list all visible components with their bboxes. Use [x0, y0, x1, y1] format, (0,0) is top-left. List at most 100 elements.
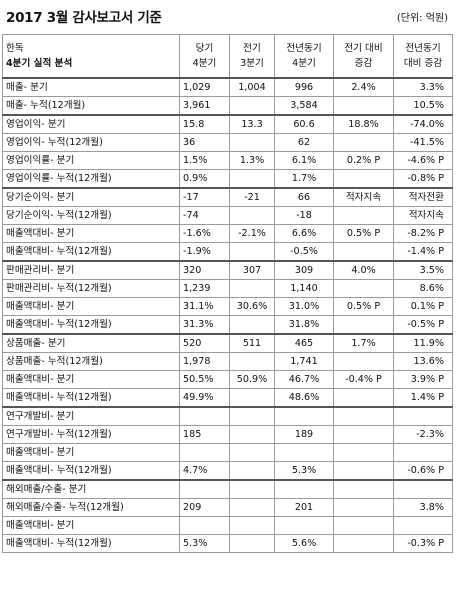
table-cell — [333, 498, 394, 517]
row-label: 판매관리비- 분기 — [2, 260, 180, 280]
table-cell: 6.6% — [274, 224, 334, 243]
table-cell: -0.5% — [274, 242, 334, 262]
table-cell — [229, 352, 275, 371]
table-cell: 36 — [179, 133, 230, 152]
table-row: 매출- 누적(12개월) 3,961 3,584 10.5% — [2, 96, 453, 116]
table-cell: -0.6% P — [393, 461, 453, 481]
table-row: 상품매출- 분기 520 511 465 1.7% 11.9% — [2, 333, 453, 353]
table-row: 매출액대비- 분기 31.1% 30.6% 31.0% 0.5% P 0.1% P — [2, 297, 453, 316]
table-cell: 31.8% — [274, 315, 334, 335]
table-cell — [333, 315, 394, 335]
table-cell: -2.1% — [229, 224, 275, 243]
table-cell: 66 — [274, 187, 334, 207]
header-col-yoy-change: 전년동기 대비 증감 — [393, 34, 453, 79]
table-cell: 996 — [274, 77, 334, 97]
table-cell: 적자전환 — [393, 187, 453, 207]
table-cell: 11.9% — [393, 333, 453, 353]
table-cell — [333, 534, 394, 553]
table-cell: -0.5% P — [393, 315, 453, 335]
table-cell: 5.6% — [274, 534, 334, 553]
table-row: 매출액대비- 누적(12개월) 49.9% 48.6% 1.4% P — [2, 388, 453, 408]
table-cell — [179, 479, 230, 499]
table-cell: 31.0% — [274, 297, 334, 316]
table-cell — [229, 133, 275, 152]
row-label: 매출액대비- 분기 — [2, 443, 180, 462]
row-label: 매출- 분기 — [2, 77, 180, 97]
table-cell — [333, 461, 394, 481]
table-cell — [393, 443, 453, 462]
table-cell — [333, 516, 394, 535]
table-cell: 1.7% — [274, 169, 334, 189]
table-cell — [179, 516, 230, 535]
row-label: 해외매출/수출- 누적(12개월) — [2, 498, 180, 517]
table-row: 해외매출/수출- 누적(12개월) 209 201 3.8% — [2, 498, 453, 517]
table-cell — [229, 169, 275, 189]
table-cell — [229, 425, 275, 444]
row-label: 매출액대비- 누적(12개월) — [2, 461, 180, 481]
row-label: 매출액대비- 누적(12개월) — [2, 315, 180, 335]
row-label: 매출액대비- 누적(12개월) — [2, 388, 180, 408]
table-row: 당기순이익- 분기 -17 -21 66 적자지속 적자전환 — [2, 187, 453, 207]
table-cell — [274, 406, 334, 426]
table-cell: 18.8% — [333, 114, 394, 134]
table-cell — [229, 242, 275, 262]
table-cell: 1,029 — [179, 77, 230, 97]
table-cell: -1.9% — [179, 242, 230, 262]
header-col-yoy: 전년동기 4분기 — [274, 34, 334, 79]
row-label: 연구개발비- 분기 — [2, 406, 180, 426]
header-company-cell: 한독 4분기 실적 분석 — [2, 34, 180, 79]
table-cell: 1.7% — [333, 333, 394, 353]
row-label: 상품매출- 분기 — [2, 333, 180, 353]
table-cell: -4.6% P — [393, 151, 453, 170]
table-cell — [229, 479, 275, 499]
table-row: 매출액대비- 누적(12개월) 31.3% 31.8% -0.5% P — [2, 315, 453, 335]
table-cell: 31.1% — [179, 297, 230, 316]
row-label: 매출액대비- 누적(12개월) — [2, 534, 180, 553]
table-row: 매출액대비- 누적(12개월) 5.3% 5.6% -0.3% P — [2, 534, 453, 553]
row-label: 상품매출- 누적(12개월) — [2, 352, 180, 371]
table-row: 매출액대비- 분기 50.5% 50.9% 46.7% -0.4% P 3.9% P — [2, 370, 453, 389]
table-cell: 1,741 — [274, 352, 334, 371]
table-cell: 적자지속 — [333, 187, 394, 207]
table-cell: 13.6% — [393, 352, 453, 371]
page-title: 2017 3월 감사보고서 기준 — [6, 10, 162, 26]
table-cell: 46.7% — [274, 370, 334, 389]
table-cell: 50.5% — [179, 370, 230, 389]
table-cell: -74 — [179, 206, 230, 225]
table-cell — [333, 206, 394, 225]
row-label: 판매관리비- 누적(12개월) — [2, 279, 180, 298]
row-label: 당기순이익- 누적(12개월) — [2, 206, 180, 225]
table-cell — [229, 279, 275, 298]
table-cell — [229, 406, 275, 426]
table-cell: 1,140 — [274, 279, 334, 298]
table-cell: 0.9% — [179, 169, 230, 189]
row-label: 연구개발비- 누적(12개월) — [2, 425, 180, 444]
row-label: 해외매출/수출- 분기 — [2, 479, 180, 499]
table-cell — [229, 443, 275, 462]
row-label: 당기순이익- 분기 — [2, 187, 180, 207]
table-cell: 48.6% — [274, 388, 334, 408]
company-name: 한독 — [6, 43, 24, 54]
table-cell: 8.6% — [393, 279, 453, 298]
table-cell: 3.9% P — [393, 370, 453, 389]
unit-label: (단위: 억원) — [396, 13, 448, 24]
table-cell: 60.6 — [274, 114, 334, 134]
table-cell — [179, 406, 230, 426]
row-label: 매출- 누적(12개월) — [2, 96, 180, 116]
table-row: 영업이익- 누적(12개월) 36 62 -41.5% — [2, 133, 453, 152]
table-cell: 1.4% P — [393, 388, 453, 408]
performance-table: 한독 4분기 실적 분석 당기 4분기 전기 3분기 전년동기 4분기 전기 대… — [2, 34, 453, 553]
row-label: 매출액대비- 분기 — [2, 370, 180, 389]
table-cell — [333, 242, 394, 262]
row-label: 매출액대비- 분기 — [2, 224, 180, 243]
table-cell: 6.1% — [274, 151, 334, 170]
table-cell: 3.8% — [393, 498, 453, 517]
table-row: 매출- 분기 1,029 1,004 996 2.4% 3.3% — [2, 77, 453, 97]
table-cell: -0.3% P — [393, 534, 453, 553]
table-row: 매출액대비- 분기 — [2, 443, 453, 462]
table-cell — [393, 516, 453, 535]
table-row: 매출액대비- 분기 — [2, 516, 453, 535]
table-cell: 465 — [274, 333, 334, 353]
table-cell — [333, 169, 394, 189]
table-cell: 49.9% — [179, 388, 230, 408]
